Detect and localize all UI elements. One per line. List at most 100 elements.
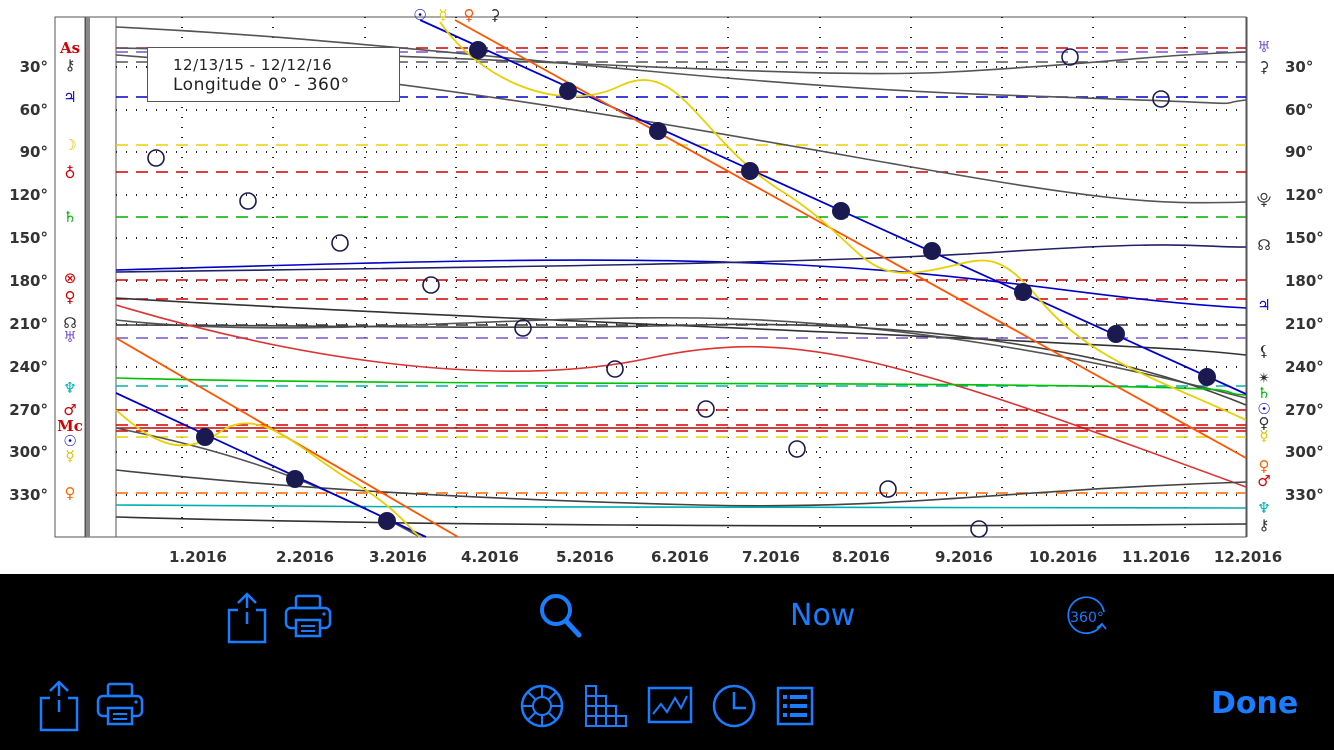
printer-icon[interactable]	[284, 594, 332, 640]
right-glyphs: ♅⚳⯓☊♃⚸✴♄☉♀☿♀♂♆⚷	[1257, 38, 1272, 534]
y-label: 90°	[1285, 143, 1313, 161]
degrees-360-icon[interactable]: 360°	[1064, 594, 1110, 640]
transit-graph-svg[interactable]: 30° 60° 90° 120° 150° 180° 210° 240° 270…	[0, 0, 1334, 574]
y-label: 120°	[1285, 186, 1324, 204]
curve-cyan	[115, 504, 1247, 509]
left-glyph: ☉	[63, 432, 76, 450]
y-label: 210°	[1285, 315, 1324, 333]
aspect-grid-icon[interactable]	[584, 684, 628, 728]
y-label: 210°	[9, 315, 48, 333]
done-button[interactable]: Done	[1211, 686, 1299, 721]
curve-green	[115, 377, 1247, 396]
right-glyph: ♅	[1257, 38, 1270, 56]
sun-line-lower	[115, 392, 427, 538]
now-button[interactable]: Now	[790, 598, 856, 633]
y-label: 150°	[1285, 229, 1324, 247]
date-range: 12/13/15 - 12/12/16	[173, 56, 333, 74]
x-label: 8.2016	[832, 548, 890, 566]
y-label: 300°	[1285, 443, 1324, 461]
curve-grey-bottom	[115, 516, 1247, 527]
y-label: 270°	[1285, 401, 1324, 419]
y-label: 270°	[9, 401, 48, 419]
x-label: 2.2016	[276, 548, 334, 566]
printer-icon[interactable]	[96, 682, 144, 728]
share-icon[interactable]	[226, 592, 268, 646]
y-label: 330°	[1285, 486, 1324, 504]
y-label: 180°	[1285, 272, 1324, 290]
venus-glyph: ♀	[464, 6, 475, 24]
right-glyph: ⯓	[1257, 191, 1272, 209]
sun-markers	[196, 41, 1216, 530]
left-glyph: ♆	[63, 379, 76, 397]
plot-frame	[115, 16, 1247, 538]
y-label: 240°	[9, 358, 48, 376]
x-label: 4.2016	[461, 548, 519, 566]
left-glyph: ⊗	[64, 269, 77, 287]
date-range-info-box: 12/13/15 - 12/12/16 Longitude 0° - 360°	[147, 47, 400, 102]
curve-grey-mid-3	[115, 323, 1247, 406]
y-label: 240°	[1285, 358, 1324, 376]
left-glyph: ♀	[65, 484, 76, 502]
right-glyph: ♀	[1259, 414, 1270, 432]
left-glyph-column-2	[85, 16, 117, 538]
y-label: 330°	[9, 486, 48, 504]
right-glyph: ♂	[1257, 472, 1270, 490]
x-label: 9.2016	[935, 548, 993, 566]
graph-icon[interactable]	[647, 686, 693, 726]
right-glyph: ⚸	[1259, 342, 1270, 360]
transit-curves	[115, 26, 1247, 538]
list-icon[interactable]	[776, 686, 814, 726]
share-icon[interactable]	[38, 680, 80, 734]
y-label: 60°	[1285, 101, 1313, 119]
y-label: 30°	[20, 58, 48, 76]
curve-grey-top	[115, 26, 1247, 105]
curve-jupiter-slow	[115, 259, 1247, 309]
search-icon[interactable]	[538, 592, 584, 640]
right-glyph: ♃	[1257, 296, 1270, 314]
left-glyph: ♃	[63, 88, 76, 106]
left-glyph: Mc	[57, 417, 83, 435]
right-glyph: ♆	[1257, 499, 1270, 517]
x-label: 3.2016	[369, 548, 427, 566]
left-glyph: ♁	[65, 164, 76, 182]
left-glyphs: As⚷♃☽♁♄⊗♀☊♅♆♂Mc☉☿♀	[57, 39, 83, 502]
toolbar-top: Now 360°	[0, 574, 1334, 662]
left-glyph-column	[54, 16, 86, 538]
transit-graph[interactable]: 30° 60° 90° 120° 150° 180° 210° 240° 270…	[0, 0, 1334, 574]
left-glyph: ☊	[63, 314, 76, 332]
top-glyphs: ☉ ☿ ♀ ⚳	[413, 6, 500, 24]
curve-grey-mid-2	[115, 316, 1247, 399]
y-label: 300°	[9, 443, 48, 461]
left-glyph: ♄	[63, 208, 76, 226]
y-label: 30°	[1285, 58, 1313, 76]
chart-wheel-icon[interactable]	[520, 684, 564, 728]
y-label: 60°	[20, 101, 48, 119]
x-label: 1.2016	[169, 548, 227, 566]
mercury-glyph: ☿	[438, 6, 447, 24]
y-axis-labels-right: 30° 60° 90° 120° 150° 180° 210° 240° 270…	[1285, 58, 1324, 504]
left-glyph: ☽	[63, 136, 76, 154]
left-glyph: ♂	[63, 401, 76, 419]
x-label: 10.2016	[1029, 548, 1097, 566]
left-glyph: As	[59, 39, 80, 57]
curve-navy	[115, 244, 1247, 273]
right-glyph: ♀	[1259, 457, 1270, 475]
x-label: 11.2016	[1122, 548, 1190, 566]
right-glyph: ✴	[1258, 369, 1271, 387]
left-glyph: ⚷	[65, 56, 76, 74]
right-glyph: ⚷	[1259, 516, 1270, 534]
clock-icon[interactable]	[712, 684, 756, 728]
right-glyph: ☊	[1257, 236, 1270, 254]
x-label: 5.2016	[556, 548, 614, 566]
y-axis-labels-left: 30° 60° 90° 120° 150° 180° 210° 240° 270…	[9, 58, 48, 504]
mercury-curve-lower	[115, 409, 421, 538]
toolbar-bottom: Done	[0, 662, 1334, 750]
x-label: 7.2016	[742, 548, 800, 566]
x-label: 6.2016	[651, 548, 709, 566]
right-glyph: ☉	[1257, 400, 1270, 418]
moon-markers	[147, 48, 1170, 538]
longitude-range: Longitude 0° - 360°	[173, 75, 350, 95]
left-glyph: ☿	[65, 447, 74, 465]
juno-glyph: ⚳	[490, 6, 501, 24]
y-label: 150°	[9, 229, 48, 247]
